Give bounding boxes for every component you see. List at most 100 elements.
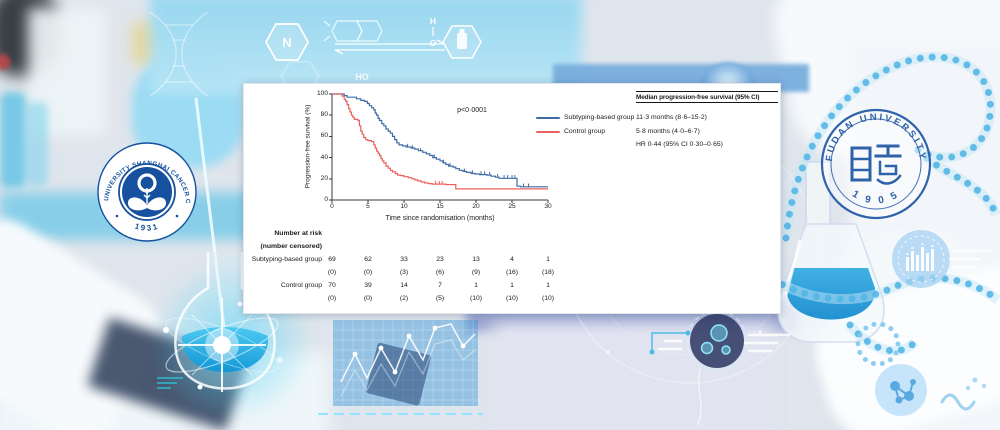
red-item [0,54,10,70]
km-plot [329,93,549,203]
lab-head-blob [0,0,58,76]
zigzag-line-chart-faint [340,339,476,397]
km-figure-panel: Progression-free survival (%) p<0·0001 T… [243,83,781,314]
pipette [194,97,227,337]
molecule-diagrams: N H O HO [264,16,482,91]
svg-text:1931: 1931 [134,222,160,233]
y-tick-label: 0 [324,196,328,203]
at-risk-value: 23 [436,256,444,263]
right-flask [777,161,885,343]
equilibrium-arrow-left [334,49,445,55]
risk-row-label: Subtyping-based group [251,256,322,263]
y-tick-label: 20 [320,174,328,182]
dna-helix-sketch [149,11,209,97]
at-risk-value: 39 [364,282,372,289]
lab-bench-band [0,192,252,240]
bead-ring-icon [855,321,901,367]
censored-value: (10) [541,295,555,302]
x-tick-label: 20 [472,203,480,210]
bar-dots [906,242,934,256]
bar-chart-circle-icon [892,230,994,288]
legend-item-subtyping: Subtyping-based group [536,113,634,122]
hazard-ratio: HR 0·44 (95% CI 0·30–0·65) [636,141,723,148]
tablet-silhouette [366,342,431,406]
median-row-subtyping: 11·3 months (8·6–15·2) [636,114,707,121]
fudan-university-logo: FUDAN UNIVERSITY 1 9 0 5 [820,108,932,220]
molecule-circle-icon [837,364,967,416]
equilibrium-arrow-right [335,39,446,45]
bond-lines [323,20,331,42]
logo-name-text: FUDAN UNIVERSITY [824,112,926,162]
lab-bottle [26,102,48,186]
cyan-top-band [150,0,582,94]
nitrogen-label: N [282,35,291,50]
at-risk-value: 1 [546,256,550,263]
squiggle-icon [940,393,976,411]
y-tick-label: 40 [320,153,328,161]
legend-item-control: Control group [536,127,605,136]
risk-table-title: Number at risk [274,230,322,237]
logo-year-text: 1931 [134,222,158,233]
median-header: Median progression-free survival (95% CI… [636,91,778,103]
fused-ring-icon [356,20,383,42]
censored-value: (0) [327,269,337,276]
risk-table-subtitle: (number censored) [260,243,322,250]
right-shoulder-blob [762,0,1000,169]
ho-label: HO [355,72,369,82]
censored-value: (6) [435,269,445,276]
at-risk-value: 70 [328,282,336,289]
censored-value: (2) [399,295,409,302]
circuit-connector [649,330,691,355]
legend-label: Control group [564,128,606,135]
x-tick-label: 25 [508,203,516,210]
mid-bench-blob [492,322,774,430]
legend-label: Subtyping-based group [564,114,635,121]
censored-value: (5) [435,295,445,302]
at-risk-value: 62 [364,256,372,263]
teal-menu-lines [157,377,183,389]
dna-bead-strands [758,52,1000,367]
white-squiggle [697,367,702,426]
data-point-dots [352,325,466,375]
logo-year-text: 1 9 0 5 [850,189,899,207]
at-risk-value: 69 [328,256,336,263]
x-tick-label: 5 [366,203,370,210]
y-tick-label: 60 [320,132,328,140]
p-value: p<0·0001 [457,107,487,114]
legend-line-red [536,130,560,133]
petri-dish-icon [657,310,791,372]
zigzag-line-chart [340,323,476,383]
right-hand-blob [831,224,980,340]
hexagon-vial-icon [442,25,482,59]
at-risk-value: 1 [474,282,478,289]
lab-fridge-blob [28,8,106,136]
fused-ring-icon [331,20,363,42]
dark-sleeve [87,317,248,430]
x-tick-label: 30 [544,203,552,210]
speed-lines [948,249,994,269]
censored-value: (10) [469,295,483,302]
svg-text:FUDAN UNIVERSITY: FUDAN UNIVERSITY [824,112,928,162]
km-curve-control [332,93,548,190]
median-row-control: 5·8 months (4·0–6·7) [636,127,700,135]
gloved-hand-blob [132,56,244,168]
lab-bottle [0,92,26,188]
x-tick-label: 15 [436,203,444,210]
x-axis-label: Time since randomisation (months) [385,215,495,222]
left-labcoat-arm [0,203,176,430]
speed-lines [837,386,967,400]
risk-row-label: Control group [280,282,322,289]
logo-emblem [127,173,167,211]
lab-yellow-bottle [132,22,162,64]
at-risk-value: 4 [510,256,514,263]
left-table-blob [0,352,330,430]
vial-glyph [457,33,467,49]
logo-ring-text: FUDAN UNIVERSITY SHANGHAI CANCER CENTER [97,142,191,204]
legend-line-blue [536,116,560,119]
x-tick-label: 0 [330,203,334,210]
right-torso-blob [850,40,1000,430]
svg-text:FUDAN UNIVERSITY SHANGHAI CANC: FUDAN UNIVERSITY SHANGHAI CANCER CENTER [95,137,192,204]
censored-value: (16) [505,269,519,276]
grid-chart-overlay [318,320,483,415]
